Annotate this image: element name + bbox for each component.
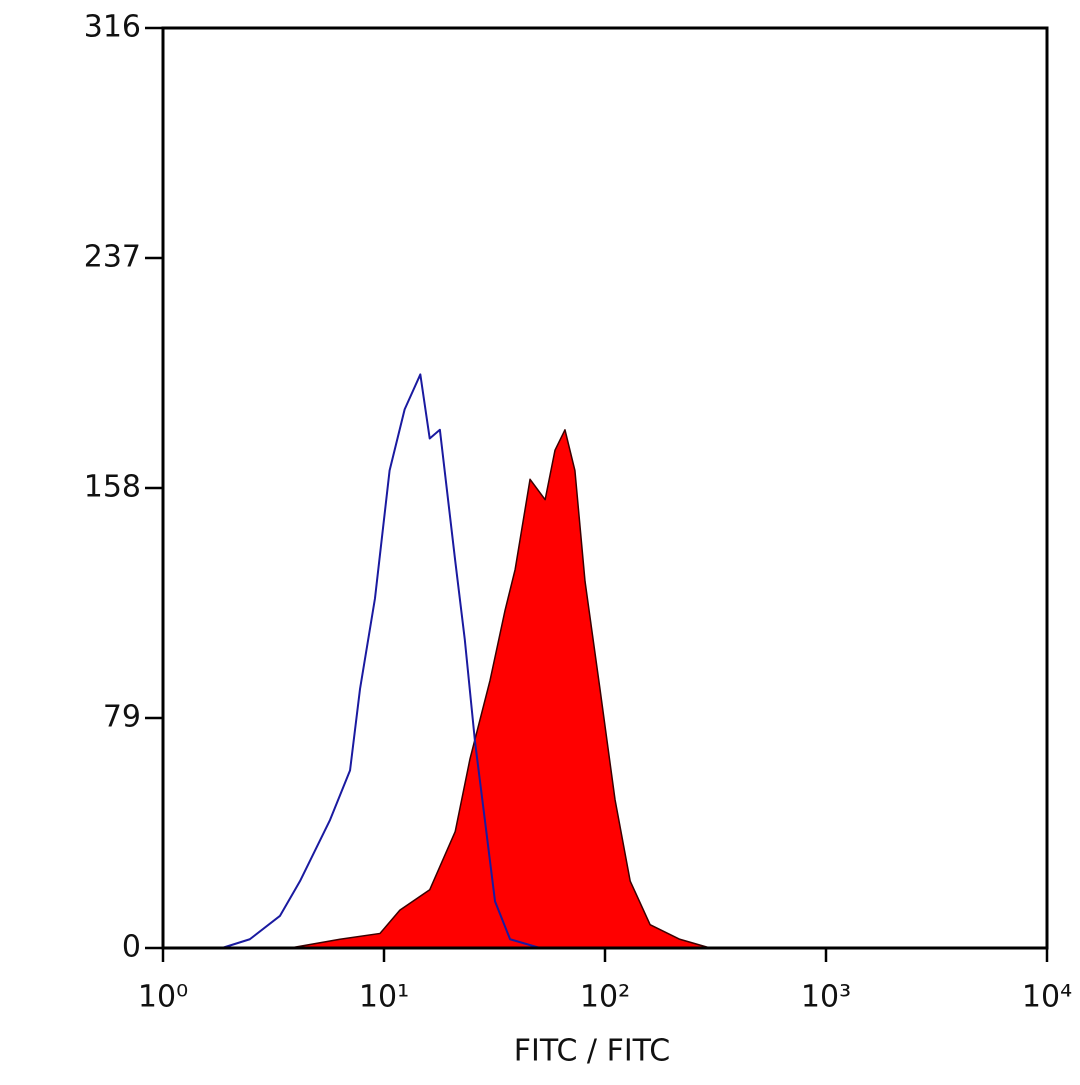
histogram-area bbox=[289, 429, 711, 949]
x-tick-label: 10⁰ bbox=[138, 980, 188, 1015]
x-tick-label: 10³ bbox=[801, 980, 851, 1015]
y-tick-label: 79 bbox=[103, 700, 141, 735]
y-tick-label: 237 bbox=[84, 240, 141, 275]
y-tick-label: 316 bbox=[84, 10, 141, 45]
x-tick-label: 10⁴ bbox=[1022, 980, 1072, 1015]
x-axis-label: FITC / FITC bbox=[514, 1034, 670, 1069]
y-tick-label: 0 bbox=[122, 930, 141, 965]
x-tick-label: 10² bbox=[580, 980, 630, 1015]
histogram-line bbox=[221, 373, 541, 949]
x-tick-label: 10¹ bbox=[359, 980, 409, 1015]
y-tick-label: 158 bbox=[84, 470, 141, 505]
